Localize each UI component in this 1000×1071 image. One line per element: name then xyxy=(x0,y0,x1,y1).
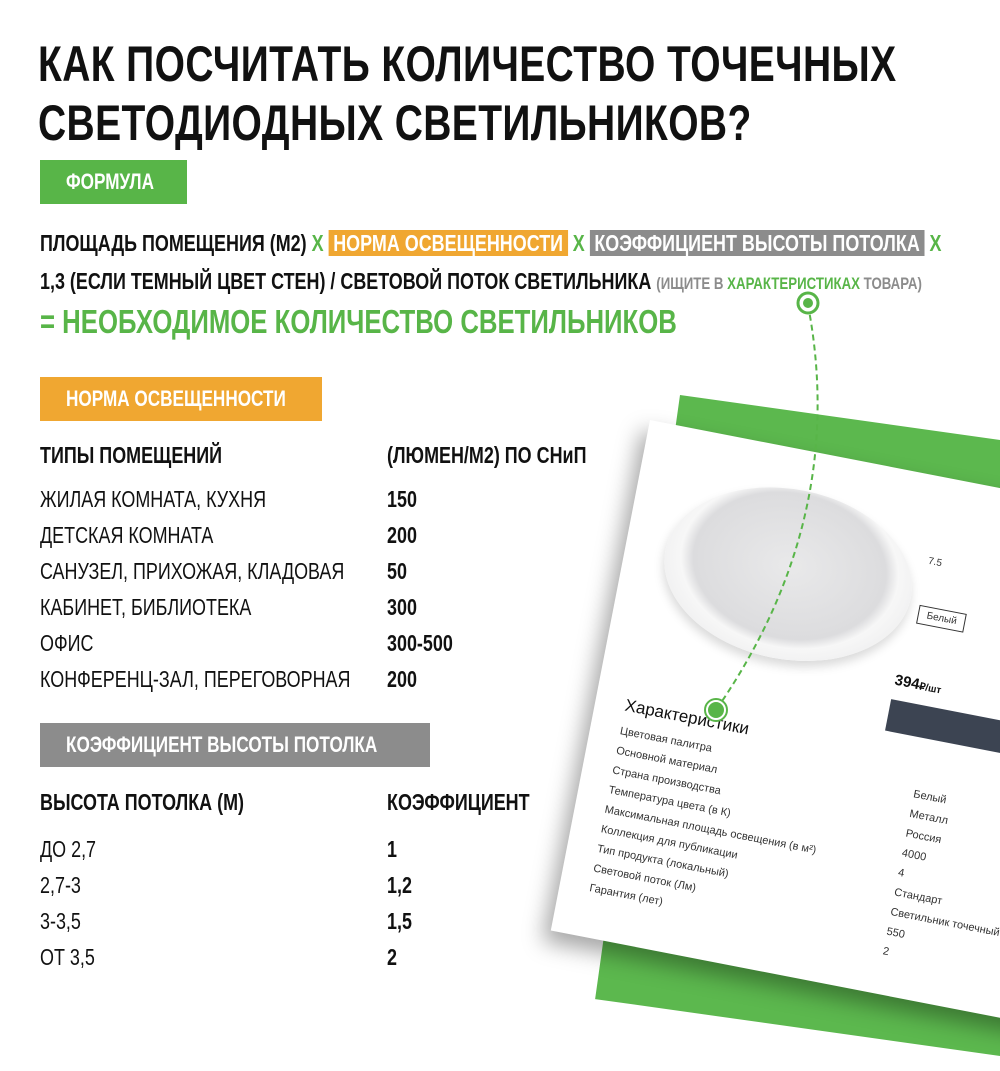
norm-lux-value: 300 xyxy=(387,594,417,620)
coef-height: ДО 2,7 xyxy=(40,836,97,862)
coef-height: 3-3,5 xyxy=(40,908,81,934)
page-title-line-1: КАК ПОСЧИТАТЬ КОЛИЧЕСТВО ТОЧЕЧНЫХ xyxy=(38,36,897,92)
formula-line-1: ПЛОЩАДЬ ПОМЕЩЕНИЯ (М2) X НОРМА ОСВЕЩЕННО… xyxy=(40,226,1000,260)
multiply-sign: X xyxy=(929,230,942,256)
formula-coef: КОЭФФИЦИЕНТ ВЫСОТЫ ПОТОЛКА xyxy=(589,230,925,256)
multiply-sign: X xyxy=(311,230,324,256)
norm-room-type: ДЕТСКАЯ КОМНАТА xyxy=(40,522,214,548)
norm-lux-value: 200 xyxy=(387,522,417,548)
coef-header-height: ВЫСОТА ПОТОЛКА (М) xyxy=(40,789,244,815)
coef-value: 1 xyxy=(387,836,397,862)
norm-room-type: КОНФЕРЕНЦ-ЗАЛ, ПЕРЕГОВОРНАЯ xyxy=(40,666,351,692)
norm-lux-value: 200 xyxy=(387,666,417,692)
coef-value: 2 xyxy=(387,944,397,970)
coef-height: 2,7-3 xyxy=(40,872,81,898)
hint-c: ТОВАРА) xyxy=(863,274,922,293)
page-title-line-2: СВЕТОДИОДНЫХ СВЕТИЛЬНИКОВ? xyxy=(38,95,752,151)
norm-room-type: САНУЗЕЛ, ПРИХОЖАЯ, КЛАДОВАЯ xyxy=(40,558,345,584)
multiply-sign: X xyxy=(572,230,585,256)
coef-header-value: КОЭФФИЦИЕНТ xyxy=(387,789,530,815)
formula-badge: ФОРМУЛА xyxy=(40,160,187,204)
coef-value: 1,2 xyxy=(387,872,412,898)
norm-room-type: ОФИС xyxy=(40,630,94,656)
connector-line xyxy=(704,291,820,722)
norm-lux-value: 50 xyxy=(387,558,407,584)
connector-dot-bottom xyxy=(708,702,724,718)
norm-room-type: ЖИЛАЯ КОМНАТА, КУХНЯ xyxy=(40,486,267,512)
norm-header-type: ТИПЫ ПОМЕЩЕНИЙ xyxy=(40,442,223,468)
norm-lux-value: 300-500 xyxy=(387,630,453,656)
norm-badge: НОРМА ОСВЕЩЕННОСТИ xyxy=(40,377,322,421)
formula-result: = НЕОБХОДИМОЕ КОЛИЧЕСТВО СВЕТИЛЬНИКОВ xyxy=(40,303,677,340)
hint-b: ХАРАКТЕРИСТИКАХ xyxy=(727,274,860,293)
norm-lux-value: 150 xyxy=(387,486,417,512)
coef-badge: КОЭФФИЦИЕНТ ВЫСОТЫ ПОТОЛКА xyxy=(40,723,430,767)
formula-line-2: 1,3 (ЕСЛИ ТЕМНЫЙ ЦВЕТ СТЕН) / СВЕТОВОЙ П… xyxy=(40,264,1000,301)
coef-height: ОТ 3,5 xyxy=(40,944,95,970)
hint-a: (ИЩИТЕ В xyxy=(656,274,724,293)
formula-norm: НОРМА ОСВЕЩЕННОСТИ xyxy=(328,230,568,256)
formula-hint: (ИЩИТЕ В ХАРАКТЕРИСТИКАХ ТОВАРА) xyxy=(656,274,922,293)
formula-area: ПЛОЩАДЬ ПОМЕЩЕНИЯ (М2) xyxy=(40,230,307,256)
coef-value: 1,5 xyxy=(387,908,412,934)
norm-header-value: (ЛЮМЕН/М2) ПО СНиП xyxy=(387,442,587,468)
formula-flux: 1,3 (ЕСЛИ ТЕМНЫЙ ЦВЕТ СТЕН) / СВЕТОВОЙ П… xyxy=(40,268,652,294)
norm-room-type: КАБИНЕТ, БИБЛИОТЕКА xyxy=(40,594,252,620)
